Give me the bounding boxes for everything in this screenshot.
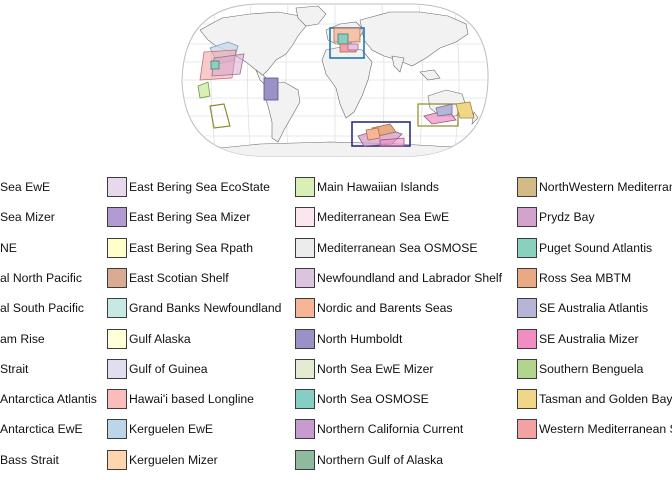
legend-label: Nordic and Barents Seas (317, 301, 453, 316)
legend-label: al South Pacific (0, 301, 85, 316)
legend-label: North Sea OSMOSE (317, 392, 429, 407)
legend-swatch (295, 207, 315, 228)
region-tasman (455, 101, 475, 119)
region-australia-box (417, 103, 459, 127)
legend-label: Sea Mizer (0, 210, 55, 225)
legend-label: East Bering Sea Mizer (129, 210, 251, 225)
region-main-hawaiian (197, 81, 211, 99)
region-puget-sound (210, 60, 220, 70)
legend-label: Antarctica EwE (0, 422, 83, 437)
legend-label: Puget Sound Atlantis (539, 240, 653, 255)
region-antarctic-strip (379, 137, 405, 147)
legend-label: al North Pacific (0, 270, 82, 285)
legend-label: SE Australia Atlantis (539, 301, 649, 316)
region-pacific-box (209, 103, 231, 129)
legend-swatch (295, 237, 315, 258)
legend-swatch (295, 419, 315, 440)
region-se-australia-atlantis (435, 103, 453, 117)
legend-label: North Sea EwE Mizer (317, 361, 434, 376)
legend-label: Prydz Bay (539, 210, 595, 225)
legend-swatch (107, 298, 127, 319)
legend-swatch (295, 449, 315, 470)
legend-swatch (107, 358, 127, 379)
legend-label: Strait (0, 361, 29, 376)
legend-label: Hawai'i based Longline (129, 392, 254, 407)
legend-label: Main Hawaiian Islands (317, 180, 439, 194)
region-eastern-mediterranean (347, 43, 359, 51)
legend-label: East Bering Sea Rpath (129, 240, 253, 255)
region-kerguelen (365, 127, 381, 141)
legend-label: Southern Benguela (539, 361, 644, 376)
legend-label: NE (0, 240, 17, 255)
legend-swatch (295, 177, 315, 197)
legend-swatch (107, 449, 127, 470)
legend-swatch (517, 237, 537, 258)
legend-label: SE Australia Mizer (539, 331, 639, 346)
legend-swatch (107, 237, 127, 258)
legend-swatch (107, 177, 127, 197)
world-map (181, 3, 489, 157)
legend-swatch (517, 358, 537, 379)
legend-label: Northern Gulf of Alaska (317, 452, 443, 467)
legend-label: NorthWestern Mediterranean (539, 180, 672, 194)
region-east-bering-sea (211, 53, 245, 77)
legend-swatch (107, 419, 127, 440)
legend-swatch (295, 389, 315, 410)
legend-swatch (517, 328, 537, 349)
legend-swatch (295, 328, 315, 349)
legend-swatch (517, 177, 537, 197)
legend-label: Tasman and Golden Bay (539, 392, 672, 407)
legend-label: Sea EwE (0, 180, 51, 194)
legend-label: Mediterranean Sea OSMOSE (317, 240, 478, 255)
legend-label: Antarctica Atlantis (0, 392, 97, 407)
region-north-humboldt (263, 77, 279, 101)
legend-swatch (517, 267, 537, 288)
legend-swatch (517, 389, 537, 410)
legend-label: Kerguelen Mizer (129, 452, 218, 467)
legend-label: North Humboldt (317, 331, 403, 346)
legend-label: Gulf of Guinea (129, 361, 208, 376)
legend-label: Mediterranean Sea EwE (317, 210, 450, 225)
legend-label: Ross Sea MBTM (539, 270, 632, 285)
legend-swatch (295, 358, 315, 379)
legend-label: East Scotian Shelf (129, 270, 229, 285)
legend-swatch (107, 267, 127, 288)
legend-label: am Rise (0, 331, 45, 346)
legend-label: Grand Banks Newfoundland (129, 301, 282, 316)
legend-label: Bass Strait (0, 452, 59, 467)
legend-label: Northern California Current (317, 422, 464, 437)
legend-swatch (107, 207, 127, 228)
legend-swatch (107, 389, 127, 410)
legend-label: Newfoundland and Labrador Shelf (317, 270, 502, 285)
legend-label: East Bering Sea EcoState (129, 180, 270, 194)
legend-swatch (517, 207, 537, 228)
model-regions (197, 27, 475, 147)
legend-swatch (107, 328, 127, 349)
legend-label: Kerguelen EwE (129, 422, 214, 437)
legend-swatch (517, 298, 537, 319)
legend-swatch (295, 267, 315, 288)
legend-label: Gulf Alaska (129, 331, 191, 346)
legend-label: Western Mediterranean S (539, 422, 672, 437)
legend-swatch (517, 419, 537, 440)
legend-swatch (295, 298, 315, 319)
